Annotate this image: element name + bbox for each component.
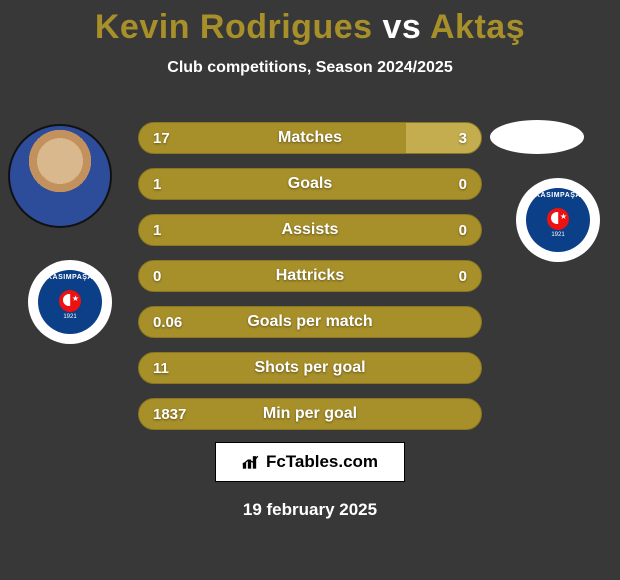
comparison-title: Kevin Rodrigues vs Aktaş xyxy=(0,0,620,47)
stat-value-left: 1837 xyxy=(153,406,186,423)
stat-label: Hattricks xyxy=(139,267,481,285)
stat-label: Shots per goal xyxy=(139,359,481,377)
kasimpasa-logo-icon: KASIMPAŞA 1921 xyxy=(526,188,590,252)
stat-label: Goals xyxy=(139,175,481,193)
stat-value-right: 0 xyxy=(459,268,467,285)
stat-bar: 1Assists0 xyxy=(138,214,482,246)
stat-bar: 0Hattricks0 xyxy=(138,260,482,292)
stat-label: Goals per match xyxy=(139,313,481,331)
stat-bar: 17Matches3 xyxy=(138,122,482,154)
club-name-text: KASIMPAŞA xyxy=(530,192,586,199)
stat-value-left: 1 xyxy=(153,176,161,193)
stat-value-left: 17 xyxy=(153,130,170,147)
date-text: 19 february 2025 xyxy=(0,500,620,520)
stat-value-left: 0 xyxy=(153,268,161,285)
stat-bar-fill-right xyxy=(406,123,481,153)
player-right-club-badge: KASIMPAŞA 1921 xyxy=(516,178,600,262)
club-name-text: KASIMPAŞA xyxy=(42,274,98,281)
stat-value-left: 0.06 xyxy=(153,314,182,331)
stat-bars-container: 17Matches31Goals01Assists00Hattricks00.0… xyxy=(138,122,482,430)
stat-value-right: 0 xyxy=(459,222,467,239)
kasimpasa-logo-icon: KASIMPAŞA 1921 xyxy=(38,270,102,334)
player-right-name: Aktaş xyxy=(430,8,525,46)
subtitle: Club competitions, Season 2024/2025 xyxy=(0,59,620,77)
chart-icon xyxy=(242,454,262,470)
stat-label: Assists xyxy=(139,221,481,239)
stat-value-right: 3 xyxy=(459,130,467,147)
player-left-avatar xyxy=(8,124,112,228)
stat-bar: 1Goals0 xyxy=(138,168,482,200)
title-vs: vs xyxy=(373,8,430,46)
stat-bar: 0.06Goals per match xyxy=(138,306,482,338)
club-year: 1921 xyxy=(63,314,76,320)
stat-value-left: 1 xyxy=(153,222,161,239)
club-year: 1921 xyxy=(551,232,564,238)
stat-value-left: 11 xyxy=(153,360,169,377)
stat-value-right: 0 xyxy=(459,176,467,193)
turkey-flag-icon xyxy=(59,290,81,312)
stat-bar: 1837Min per goal xyxy=(138,398,482,430)
turkey-flag-icon xyxy=(547,208,569,230)
fctables-watermark: FcTables.com xyxy=(215,442,405,482)
stat-bar: 11Shots per goal xyxy=(138,352,482,384)
player-left-name: Kevin Rodrigues xyxy=(95,8,373,46)
player-right-avatar xyxy=(490,120,584,154)
player-left-club-badge: KASIMPAŞA 1921 xyxy=(28,260,112,344)
stat-label: Min per goal xyxy=(139,405,481,423)
brand-text: FcTables.com xyxy=(266,452,378,472)
